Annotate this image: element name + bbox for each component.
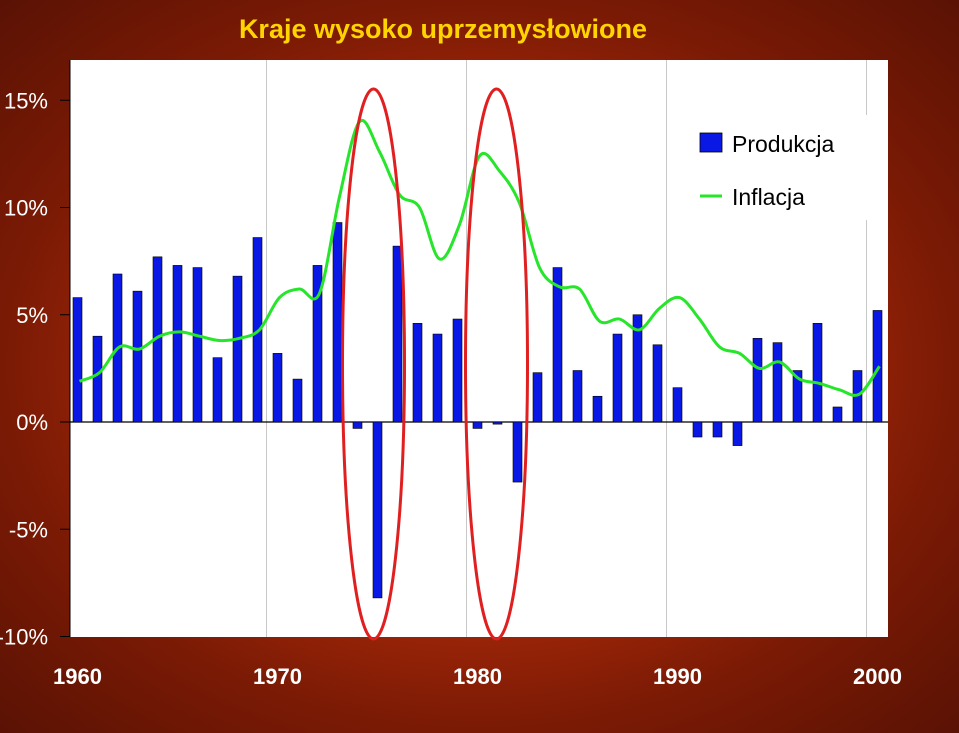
bar-1991 [692, 421, 703, 438]
bar-1975 [372, 421, 383, 599]
legend-box [690, 115, 880, 220]
bar-1982 [512, 421, 523, 483]
bar-1986 [592, 395, 603, 423]
bar-1977 [412, 323, 423, 423]
bar-1987 [612, 333, 623, 423]
bar-1998 [832, 406, 843, 423]
x-tick-label: 1980 [453, 664, 502, 689]
bar-1996 [792, 370, 803, 423]
bar-1992 [712, 421, 723, 438]
y-tick-label: 10% [4, 196, 48, 221]
bar-1963 [132, 290, 143, 423]
bar-1968 [232, 275, 243, 423]
bar-1997 [812, 323, 823, 423]
bar-1989 [652, 344, 663, 423]
legend-label-produkcja: Produkcja [732, 131, 834, 157]
bar-1971 [292, 378, 303, 423]
bar-1966 [192, 267, 203, 423]
y-tick-label: 0% [16, 410, 48, 435]
bar-1967 [212, 357, 223, 423]
highlight-ellipse-1975 [341, 87, 406, 641]
chart-title: Kraje wysoko uprzemysłowione [238, 14, 648, 44]
y-tick-label: -5% [9, 517, 48, 542]
bar-1979 [452, 318, 463, 423]
bar-1981 [492, 421, 503, 425]
y-tick-label: 15% [4, 88, 48, 113]
bar-1978 [432, 333, 443, 423]
legend-swatch-produkcja [699, 132, 723, 153]
bar-1970 [272, 353, 283, 423]
x-tick-label: 2000 [853, 664, 902, 689]
bar-1984 [552, 267, 563, 423]
y-tick-label: -10% [0, 625, 48, 650]
bar-1974 [352, 421, 363, 429]
bar-1972 [312, 265, 323, 423]
bar-1973 [332, 222, 343, 423]
x-tick-label: 1960 [53, 664, 102, 689]
bar-1983 [532, 372, 543, 423]
bar-1960 [72, 297, 83, 423]
y-tick-label: 5% [16, 303, 48, 328]
x-tick-label: 1990 [653, 664, 702, 689]
bar-1988 [632, 314, 643, 423]
bar-1994 [752, 338, 763, 423]
bar-1990 [672, 387, 683, 423]
x-tick-label: 1970 [253, 664, 302, 689]
bar-2000 [872, 310, 883, 423]
bar-1976 [392, 245, 403, 423]
inflation-line [78, 118, 881, 397]
bar-1965 [172, 265, 183, 423]
legend-label-inflacja: Inflacja [732, 184, 805, 210]
highlight-ellipse-1981 [464, 87, 529, 641]
bar-1985 [572, 370, 583, 423]
bar-1961 [92, 335, 103, 423]
bar-1995 [772, 342, 783, 423]
bar-1993 [732, 421, 743, 446]
bar-1980 [472, 421, 483, 429]
